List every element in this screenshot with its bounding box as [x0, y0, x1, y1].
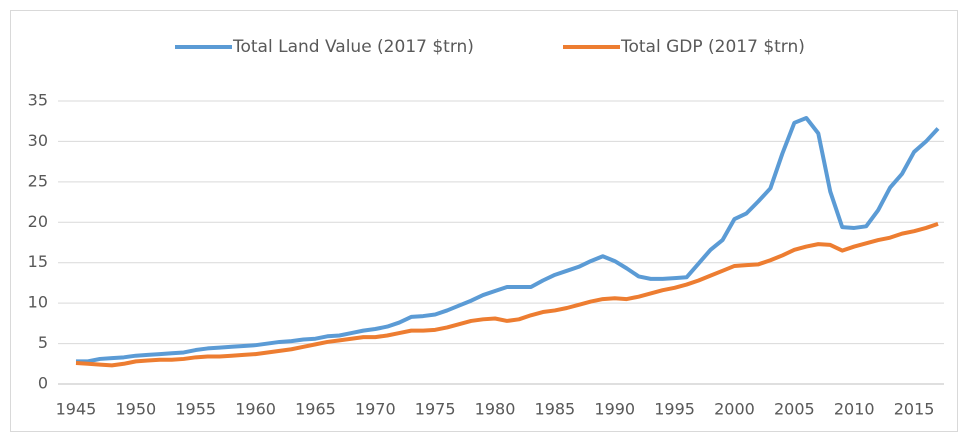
x-tick-label: 1950: [115, 400, 156, 419]
x-tick-label: 1945: [56, 400, 97, 419]
x-tick-label: 1970: [355, 400, 396, 419]
y-tick-label: 20: [28, 212, 48, 231]
x-tick-label: 1985: [535, 400, 576, 419]
y-tick-label: 35: [28, 91, 48, 110]
legend-label: Total GDP (2017 $trn): [620, 37, 805, 57]
legend-label: Total Land Value (2017 $trn): [232, 37, 474, 57]
y-tick-label: 30: [28, 131, 48, 150]
y-tick-label: 10: [28, 293, 48, 312]
chart-frame: [10, 10, 958, 432]
series-line: [75, 115, 940, 364]
series-line: [75, 222, 939, 368]
legend: Total Land Value (2017 $trn) Total GDP (2…: [175, 37, 805, 57]
x-tick-label: 2000: [714, 400, 755, 419]
x-tick-label: 1980: [475, 400, 516, 419]
x-tick-label: 2015: [894, 400, 935, 419]
y-tick-label: 25: [28, 171, 48, 190]
x-tick-label: 1965: [295, 400, 336, 419]
y-tick-label: 5: [38, 333, 48, 352]
x-tick-label: 1990: [594, 400, 635, 419]
y-tick-label: 15: [28, 252, 48, 271]
y-tick-label: 0: [38, 374, 48, 393]
x-tick-label: 2005: [774, 400, 815, 419]
x-tick-label: 1955: [175, 400, 216, 419]
x-tick-label: 1975: [415, 400, 456, 419]
x-tick-label: 1960: [235, 400, 276, 419]
x-tick-label: 1995: [654, 400, 695, 419]
x-tick-label: 2010: [834, 400, 875, 419]
